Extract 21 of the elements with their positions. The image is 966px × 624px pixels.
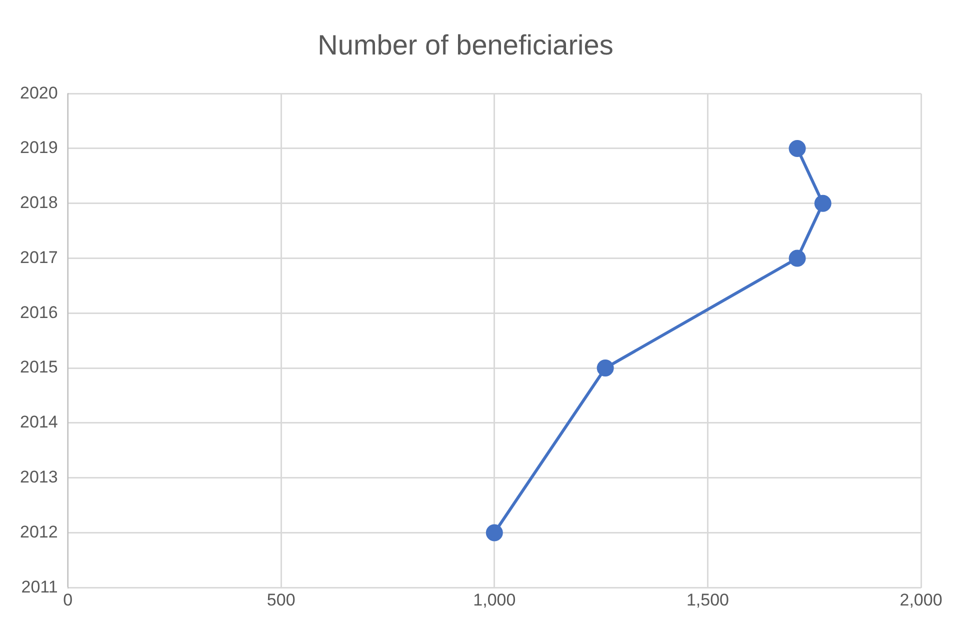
x-tick-label: 1,500 — [686, 590, 729, 610]
y-tick-label: 2019 — [20, 138, 58, 158]
chart-title: Number of beneficiaries — [318, 30, 614, 61]
y-tick-label: 2016 — [20, 302, 58, 322]
y-tick-label: 2015 — [20, 358, 58, 377]
point — [788, 250, 806, 267]
y-tick-label: 2014 — [20, 412, 58, 432]
x-tick-label: 500 — [266, 590, 296, 610]
x-tick-label: 2,000 — [900, 590, 942, 610]
y-tick-label: 2013 — [20, 468, 58, 487]
point — [486, 524, 503, 542]
y-tick-label: 2017 — [20, 248, 58, 267]
x-tick-label: 0 — [63, 590, 73, 610]
y-tick-label: 2020 — [20, 83, 58, 102]
point — [596, 360, 614, 377]
y-tick-label: 2011 — [21, 577, 58, 596]
y-tick-label: 2018 — [20, 193, 58, 212]
point — [788, 140, 806, 157]
y-tick-label: 2012 — [20, 522, 58, 542]
x-tick-label: 1,000 — [473, 590, 516, 610]
point — [814, 194, 832, 212]
